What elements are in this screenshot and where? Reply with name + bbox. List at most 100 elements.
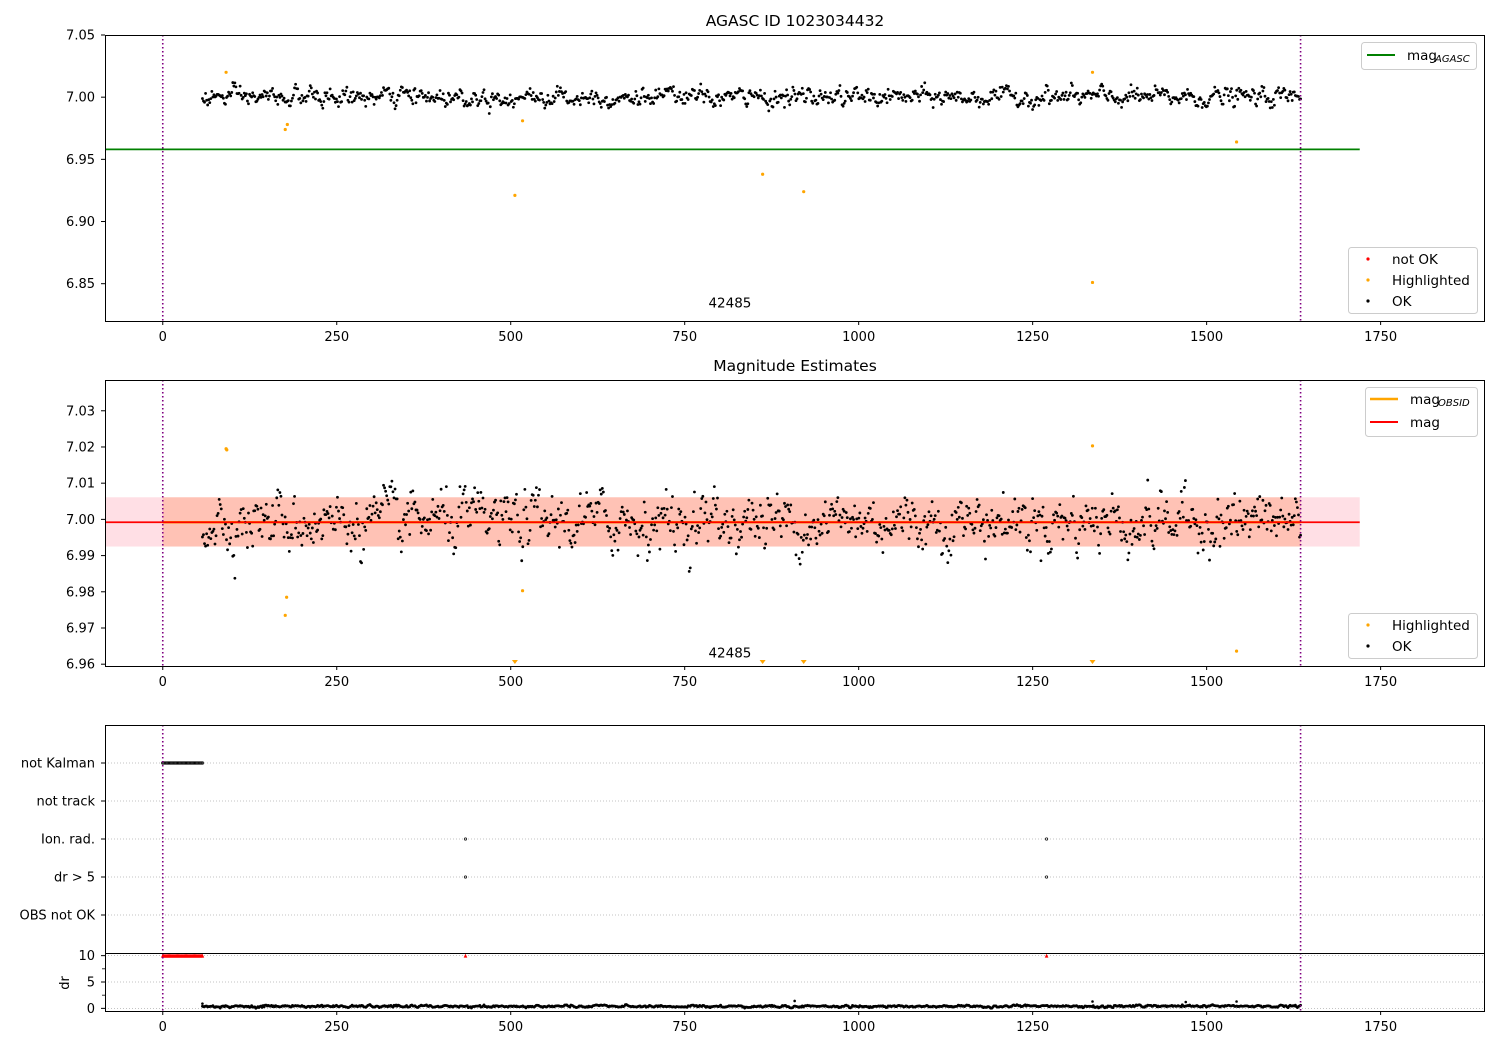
data-point-ok bbox=[1201, 548, 1205, 552]
data-point-ok bbox=[391, 490, 395, 494]
data-point-ok bbox=[293, 86, 296, 90]
data-point-ok bbox=[1099, 532, 1103, 536]
data-point-ok bbox=[899, 505, 903, 509]
data-point-ok bbox=[711, 105, 715, 108]
data-point-ok bbox=[427, 91, 430, 95]
data-point-ok bbox=[688, 566, 692, 570]
data-point-ok bbox=[1244, 515, 1248, 518]
data-point-ok bbox=[951, 539, 955, 543]
data-point-ok bbox=[364, 528, 368, 532]
data-point-ok bbox=[463, 484, 467, 488]
data-point-ok bbox=[1288, 90, 1292, 93]
data-point-ok bbox=[944, 90, 948, 94]
data-point-ok bbox=[406, 90, 410, 94]
data-point-ok bbox=[438, 89, 442, 92]
data-point-ok bbox=[717, 93, 720, 97]
data-point-ok bbox=[308, 84, 312, 88]
data-point-ok bbox=[774, 95, 778, 99]
data-point-ok bbox=[850, 99, 853, 103]
data-point-ok bbox=[541, 98, 545, 101]
data-point-ok bbox=[1286, 99, 1290, 103]
data-point-ok bbox=[530, 98, 534, 101]
data-point-ok bbox=[1279, 96, 1283, 100]
data-point-ok bbox=[642, 95, 646, 98]
data-point-ok bbox=[408, 89, 412, 93]
data-point-ok bbox=[581, 91, 584, 95]
data-point-ok bbox=[1127, 91, 1131, 95]
data-point-ok bbox=[371, 504, 375, 508]
data-point-ok bbox=[671, 495, 674, 498]
data-point-ok bbox=[605, 95, 608, 99]
data-point-ok bbox=[947, 96, 951, 100]
data-point-ok bbox=[782, 518, 785, 522]
data-point-ok bbox=[815, 542, 819, 546]
data-point-ok bbox=[1269, 100, 1273, 104]
data-point-ok bbox=[1078, 528, 1082, 532]
data-point-ok bbox=[408, 533, 412, 536]
data-point-ok bbox=[1006, 87, 1009, 91]
data-point-ok bbox=[550, 494, 554, 498]
data-point-ok bbox=[322, 100, 326, 103]
data-point-ok bbox=[1117, 101, 1120, 105]
data-point-ok bbox=[456, 524, 460, 528]
data-point-ok bbox=[882, 524, 886, 528]
data-point-ok bbox=[1192, 517, 1196, 520]
data-point-ok bbox=[610, 549, 614, 553]
data-point-ok bbox=[663, 513, 667, 517]
data-point-ok bbox=[682, 543, 686, 547]
data-point-ok bbox=[521, 545, 525, 549]
data-point-ok bbox=[293, 494, 296, 498]
data-point-ok bbox=[755, 93, 759, 97]
data-point-ok bbox=[994, 89, 998, 93]
data-point-ok bbox=[939, 98, 942, 101]
data-point-ok bbox=[316, 528, 319, 532]
data-point-ok bbox=[819, 92, 823, 96]
data-point-ok bbox=[794, 553, 798, 557]
data-point-ok bbox=[1159, 490, 1163, 493]
legend-label-highlighted: Highlighted bbox=[1392, 273, 1470, 289]
data-point-ok bbox=[712, 485, 716, 488]
data-point-ok bbox=[1155, 88, 1159, 92]
data-point-ok bbox=[704, 94, 708, 98]
data-point-ok bbox=[975, 98, 979, 102]
data-point-ok bbox=[362, 94, 366, 98]
legend-swatch-ok bbox=[1366, 644, 1370, 648]
data-point-ok bbox=[812, 518, 816, 522]
data-point-ok bbox=[777, 509, 781, 513]
data-point-ok bbox=[1213, 85, 1217, 89]
data-point-ok bbox=[203, 542, 206, 546]
data-point-ok bbox=[1131, 94, 1135, 98]
data-point-ok bbox=[1248, 98, 1252, 102]
data-point-ok bbox=[1120, 105, 1123, 109]
data-point-ok bbox=[1166, 90, 1170, 94]
data-point-ok bbox=[218, 503, 222, 506]
data-point-ok bbox=[739, 530, 742, 533]
data-point-ok bbox=[604, 509, 607, 512]
data-point-ok bbox=[325, 510, 329, 513]
data-point-ok bbox=[998, 86, 1002, 89]
data-point-ok bbox=[1048, 550, 1052, 554]
data-point-ok bbox=[300, 543, 304, 547]
data-point-ok bbox=[1136, 93, 1140, 97]
data-point-ok bbox=[294, 526, 297, 530]
data-point-ok bbox=[578, 492, 582, 496]
data-point-ok bbox=[735, 528, 739, 531]
data-point-ok bbox=[943, 537, 947, 540]
x-tick-label: 250 bbox=[324, 330, 349, 345]
data-point-ok bbox=[452, 552, 456, 556]
data-point-ok bbox=[499, 499, 503, 503]
data-point-ok bbox=[349, 549, 353, 553]
data-point-ok bbox=[927, 510, 931, 514]
data-point-ok bbox=[292, 93, 295, 97]
data-point-ok bbox=[1225, 87, 1229, 91]
data-point-ok bbox=[800, 550, 804, 554]
data-point-ok bbox=[897, 97, 900, 100]
data-point-ok bbox=[410, 507, 414, 511]
data-point-ok bbox=[1110, 492, 1114, 496]
data-point-ok bbox=[260, 535, 264, 538]
data-point-ok bbox=[685, 538, 689, 542]
data-point-ok bbox=[365, 507, 369, 511]
data-point-ok bbox=[290, 99, 293, 103]
data-point-ok bbox=[866, 87, 870, 91]
data-point-ok bbox=[632, 518, 636, 522]
